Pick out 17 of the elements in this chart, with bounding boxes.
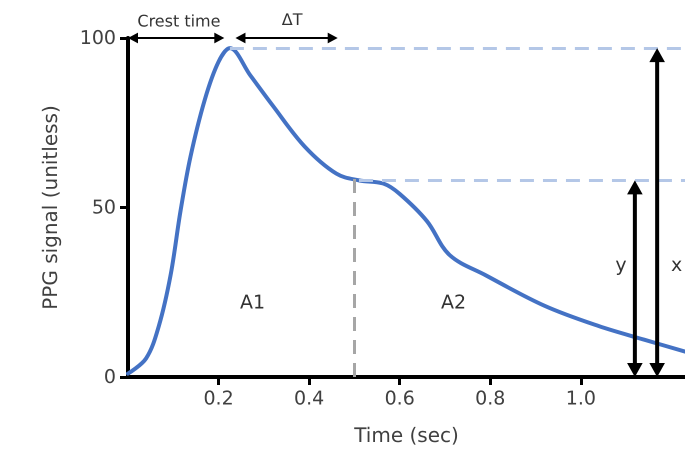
x-tick-label: 0.2	[203, 388, 234, 410]
text: ΔT	[282, 10, 303, 29]
line-series	[126, 46, 685, 376]
x-tick-label: 0.4	[294, 388, 324, 410]
annotation: A1	[240, 291, 266, 314]
y-tick-label: 0	[104, 366, 116, 388]
text: Crest time	[137, 12, 220, 31]
annotation: x	[671, 254, 682, 276]
x-tick-label: 0.6	[384, 388, 415, 410]
x-tick-label: 0.8	[475, 388, 506, 410]
annotation: y	[615, 254, 627, 276]
y-tick-label: 100	[80, 27, 116, 49]
x-tick-label: 1.0	[566, 388, 596, 410]
y-tick-label: 50	[92, 196, 116, 218]
annotation: A2	[441, 291, 466, 314]
x-axis-title: Time (sec)	[353, 423, 459, 447]
y-axis-title: PPG signal (unitless)	[38, 105, 62, 310]
